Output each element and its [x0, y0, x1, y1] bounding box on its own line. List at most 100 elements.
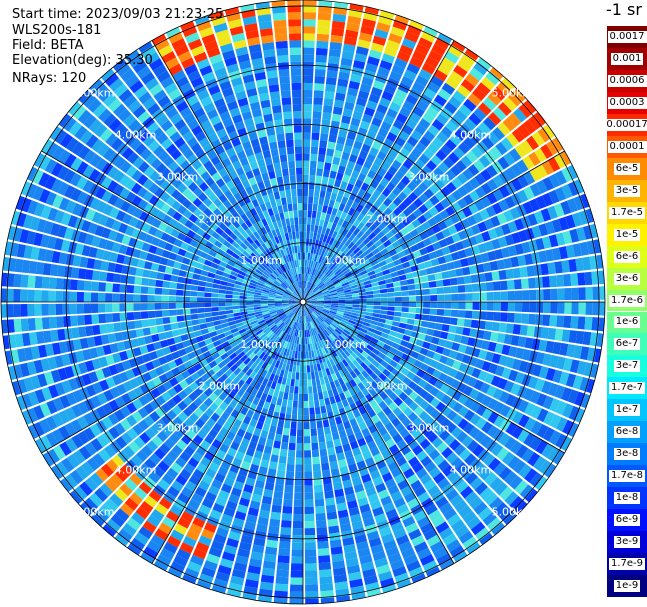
beta-cell [529, 436, 542, 451]
beta-cell [294, 386, 299, 394]
beta-cell [599, 286, 605, 300]
beta-cell [98, 313, 107, 324]
beta-cell [272, 335, 279, 343]
beta-cell [381, 226, 391, 235]
beta-cell [214, 356, 223, 365]
beta-cell [413, 234, 423, 244]
beta-cell [568, 405, 581, 421]
beta-cell [348, 216, 357, 225]
beta-cell [381, 1, 397, 13]
beta-cell [299, 330, 302, 338]
beta-cell [400, 241, 410, 250]
beta-cell [235, 322, 244, 328]
beta-cell [269, 289, 277, 294]
beta-cell [219, 244, 229, 252]
beta-cell [29, 332, 38, 346]
beta-cell [56, 316, 64, 328]
beta-cell [92, 382, 103, 395]
beta-cell [202, 246, 211, 254]
beta-cell [275, 305, 283, 308]
beta-cell [190, 372, 201, 381]
beta-cell [312, 385, 318, 394]
beta-cell [354, 53, 368, 63]
beta-cell [168, 31, 184, 44]
beta-cell [372, 313, 380, 318]
beta-cell [371, 281, 379, 287]
beta-cell [303, 429, 311, 437]
beta-cell [192, 434, 204, 445]
beta-cell [326, 316, 334, 322]
beta-cell [380, 332, 389, 339]
beta-cell [277, 462, 287, 471]
beta-cell [364, 283, 373, 289]
beta-cell [162, 516, 176, 529]
beta-cell [94, 508, 110, 523]
beta-cell [185, 529, 200, 541]
beta-cell [521, 313, 529, 324]
beta-cell [332, 106, 343, 116]
beta-cell [303, 351, 306, 359]
beta-cell [395, 534, 410, 546]
beta-cell [198, 192, 208, 203]
beta-cell [345, 222, 353, 231]
beta-cell [386, 108, 398, 119]
beta-cell [435, 496, 449, 509]
beta-cell [498, 506, 513, 522]
beta-cell [239, 134, 250, 144]
beta-cell [161, 391, 172, 402]
beta-cell [455, 268, 464, 277]
beta-cell [31, 169, 44, 185]
beta-cell [386, 261, 396, 269]
beta-cell [303, 125, 311, 133]
beta-cell [257, 237, 265, 245]
beta-cell [284, 420, 291, 429]
beta-cell [361, 378, 370, 388]
beta-cell [262, 209, 270, 219]
beta-cell [249, 370, 257, 380]
beta-cell [507, 455, 521, 470]
beta-cell [309, 304, 317, 307]
beta-cell [309, 295, 316, 300]
beta-cell [234, 280, 243, 286]
beta-cell [241, 317, 250, 322]
beta-cell [372, 506, 385, 517]
beta-cell [108, 98, 122, 113]
beta-cell [127, 151, 140, 165]
beta-cell [347, 335, 355, 342]
beta-cell [276, 290, 284, 295]
beta-cell [192, 324, 201, 332]
beta-cell [219, 111, 231, 122]
beta-cell [368, 274, 377, 280]
beta-cell [327, 389, 334, 398]
beta-cell [435, 316, 444, 324]
beta-cell [176, 283, 185, 290]
beta-cell [57, 181, 70, 196]
beta-cell [457, 418, 469, 430]
beta-cell [592, 286, 600, 300]
beta-cell [184, 320, 193, 327]
beta-cell [217, 235, 226, 244]
beta-cell [369, 371, 378, 381]
beta-cell [218, 193, 228, 204]
beta-cell [217, 564, 232, 576]
beta-cell [578, 287, 586, 300]
beta-cell [63, 227, 74, 240]
beta-cell [517, 254, 527, 267]
beta-cell [21, 393, 33, 409]
beta-cell [369, 399, 378, 409]
beta-cell [276, 309, 284, 314]
beta-cell [158, 150, 170, 163]
beta-cell [344, 308, 352, 312]
beta-cell [477, 370, 488, 382]
beta-cell [132, 347, 142, 357]
beta-cell [245, 170, 254, 180]
beta-cell [464, 365, 475, 376]
beta-cell [538, 339, 548, 352]
beta-cell [310, 313, 316, 320]
beta-cell [322, 419, 330, 428]
beta-cell [316, 280, 322, 287]
beta-cell [266, 330, 274, 337]
beta-cell [178, 269, 187, 278]
beta-cell [361, 387, 370, 397]
beta-cell [389, 71, 402, 82]
